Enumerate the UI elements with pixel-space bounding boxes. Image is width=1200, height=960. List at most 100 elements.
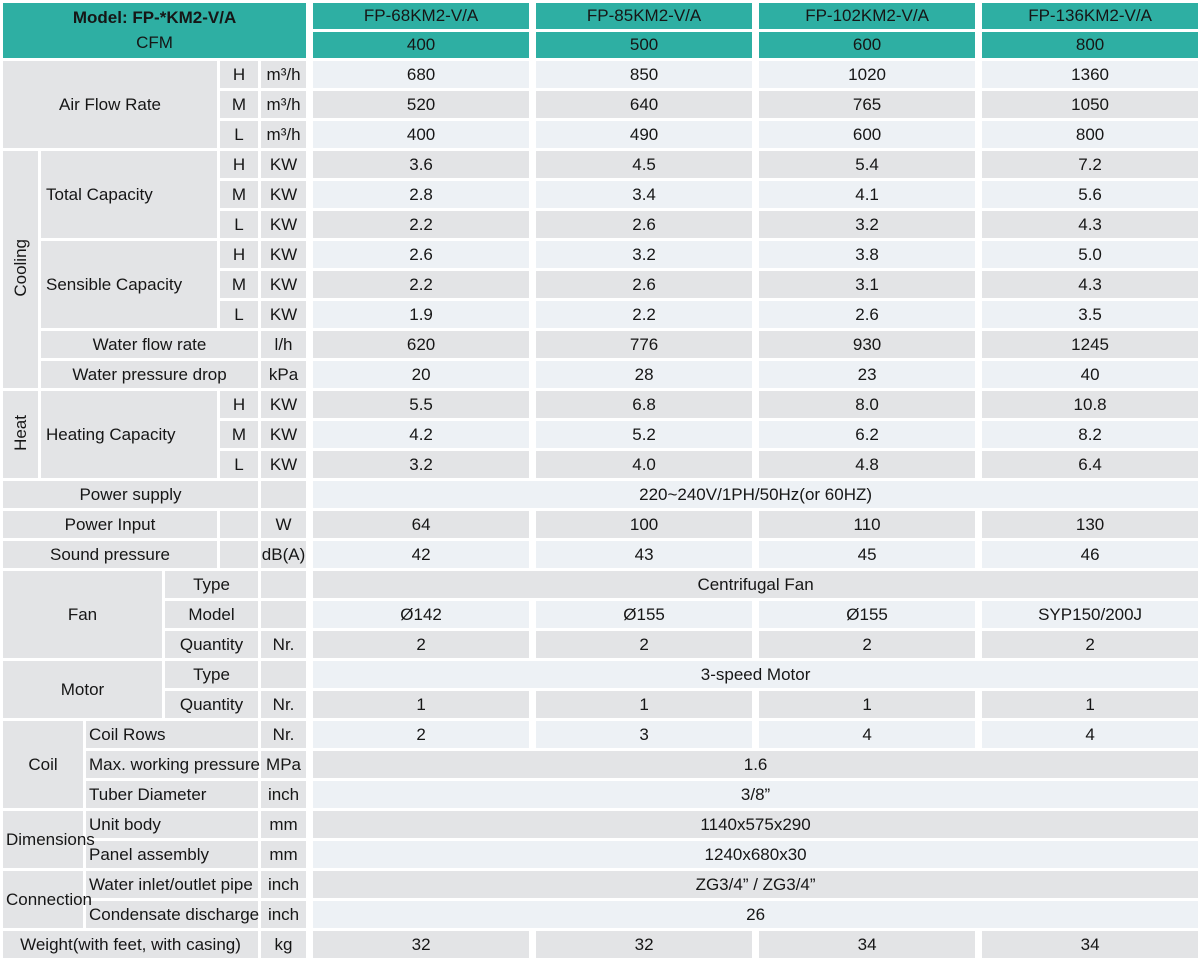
value-cell: 40 [978, 361, 1199, 388]
heat-group-label: Heat [3, 391, 38, 478]
unit-cell: m³/h [261, 121, 307, 148]
value-cell: 6.8 [532, 391, 753, 418]
value-cell: 2 [309, 721, 530, 748]
value-cell: 4.3 [978, 271, 1199, 298]
unit-cell: KW [261, 421, 307, 448]
value-cell: 2 [978, 631, 1199, 658]
value-cell: 765 [755, 91, 976, 118]
panel-assembly-label: Panel assembly [86, 841, 258, 868]
value-cell: 640 [532, 91, 753, 118]
empty-unit-cell [261, 481, 307, 508]
column-header-model-2: FP-85KM2-V/A [532, 3, 753, 29]
value-cell: 34 [978, 931, 1199, 958]
value-cell: 130 [978, 511, 1199, 538]
max-working-pressure-value: 1.6 [309, 751, 1199, 778]
value-cell: 45 [755, 541, 976, 568]
speed-cell: L [220, 121, 258, 148]
speed-cell: H [220, 151, 258, 178]
unit-cell: KW [261, 211, 307, 238]
value-cell: 1 [309, 691, 530, 718]
speed-cell: H [220, 391, 258, 418]
water-flow-rate-label: Water flow rate [41, 331, 258, 358]
value-cell: 2.8 [309, 181, 530, 208]
speed-cell: M [220, 271, 258, 298]
unit-cell: kPa [261, 361, 307, 388]
empty-unit-cell [261, 571, 307, 598]
value-cell: 4 [978, 721, 1199, 748]
value-cell: 2.6 [532, 271, 753, 298]
value-cell: 600 [755, 121, 976, 148]
unit-cell: KW [261, 181, 307, 208]
power-input-label: Power Input [3, 511, 217, 538]
motor-group-label: Motor [3, 661, 162, 718]
cfm-value-cell: 400 [309, 32, 530, 58]
value-cell: 2.6 [532, 211, 753, 238]
value-cell: Ø155 [532, 601, 753, 628]
weight-label: Weight(with feet, with casing) [3, 931, 258, 958]
unit-cell: KW [261, 391, 307, 418]
value-cell: 400 [309, 121, 530, 148]
unit-cell: KW [261, 271, 307, 298]
value-cell: 7.2 [978, 151, 1199, 178]
value-cell: 2.6 [309, 241, 530, 268]
value-cell: 1245 [978, 331, 1199, 358]
unit-cell: m³/h [261, 91, 307, 118]
value-cell: 3.2 [532, 241, 753, 268]
value-cell: 2.2 [532, 301, 753, 328]
value-cell: 4.2 [309, 421, 530, 448]
column-header-model-3: FP-102KM2-V/A [755, 3, 976, 29]
speed-cell: M [220, 181, 258, 208]
value-cell: 100 [532, 511, 753, 538]
value-cell: 2 [532, 631, 753, 658]
unit-cell: MPa [261, 751, 307, 778]
value-cell: 5.0 [978, 241, 1199, 268]
water-pressure-drop-label: Water pressure drop [41, 361, 258, 388]
value-cell: 776 [532, 331, 753, 358]
value-cell: 5.6 [978, 181, 1199, 208]
value-cell: 6.2 [755, 421, 976, 448]
value-cell: 620 [309, 331, 530, 358]
value-cell: 800 [978, 121, 1199, 148]
model-header-cell: Model: FP-*KM2-V/A CFM [3, 3, 307, 58]
value-cell: 43 [532, 541, 753, 568]
value-cell: 5.2 [532, 421, 753, 448]
model-label: Model: FP-*KM2-V/A [72, 8, 237, 27]
water-pipe-value: ZG3/4” / ZG3/4” [309, 871, 1199, 898]
total-capacity-label: Total Capacity [41, 151, 217, 238]
column-header-model-4: FP-136KM2-V/A [978, 3, 1199, 29]
value-cell: 4.5 [532, 151, 753, 178]
value-cell: 3.8 [755, 241, 976, 268]
value-cell: 20 [309, 361, 530, 388]
unit-body-value: 1140x575x290 [309, 811, 1199, 838]
value-cell: 4.8 [755, 451, 976, 478]
value-cell: 520 [309, 91, 530, 118]
tube-diameter-value: 3/8” [309, 781, 1199, 808]
condensate-discharge-label: Condensate discharge [86, 901, 259, 928]
value-cell: 4.1 [755, 181, 976, 208]
value-cell: 1.9 [309, 301, 530, 328]
value-cell: 4 [755, 721, 976, 748]
empty-unit-cell [261, 601, 307, 628]
unit-cell: m³/h [261, 61, 307, 88]
value-cell: 3 [532, 721, 753, 748]
value-cell: 1050 [978, 91, 1199, 118]
unit-cell: W [261, 511, 307, 538]
value-cell: 6.4 [978, 451, 1199, 478]
value-cell: 2 [309, 631, 530, 658]
unit-body-label: Unit body [86, 811, 258, 838]
unit-cell: mm [261, 811, 307, 838]
cooling-group-text: Cooling [10, 238, 30, 297]
value-cell: 64 [309, 511, 530, 538]
value-cell: 3.5 [978, 301, 1199, 328]
value-cell: 23 [755, 361, 976, 388]
value-cell: 850 [532, 61, 753, 88]
fan-quantity-label: Quantity [165, 631, 258, 658]
speed-cell: M [220, 91, 258, 118]
value-cell: 110 [755, 511, 976, 538]
unit-cell: mm [261, 841, 307, 868]
unit-cell: KW [261, 451, 307, 478]
unit-cell: KW [261, 241, 307, 268]
value-cell: 4.3 [978, 211, 1199, 238]
sensible-capacity-label: Sensible Capacity [41, 241, 217, 328]
unit-cell: Nr. [261, 631, 307, 658]
